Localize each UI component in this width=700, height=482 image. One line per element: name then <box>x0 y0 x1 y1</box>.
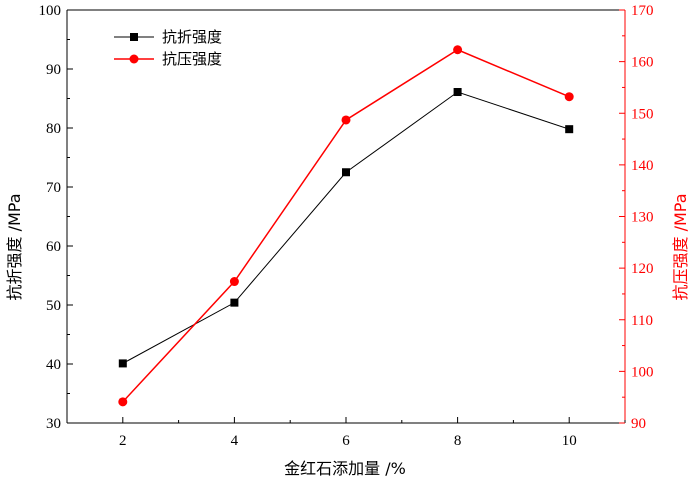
y-left-tick-label: 60 <box>46 239 61 255</box>
y-left-tick-label: 50 <box>46 298 61 314</box>
y-right-tick-label: 160 <box>631 55 654 71</box>
data-point-square <box>565 125 574 134</box>
data-point-square <box>230 298 239 307</box>
y-right-tick-label: 90 <box>631 416 646 432</box>
y-right-tick-label: 170 <box>631 3 654 19</box>
data-point-square <box>453 88 462 97</box>
y-left-tick-label: 30 <box>46 416 61 432</box>
y-axis-title-right: 抗压强度 /MPa <box>671 193 690 300</box>
legend-label: 抗折强度 <box>162 28 222 46</box>
y-right-tick-label: 130 <box>631 210 654 226</box>
x-tick-label: 8 <box>454 433 462 449</box>
y-axis-title-left: 抗折强度 /MPa <box>5 193 24 300</box>
data-point-circle <box>229 277 239 287</box>
y-left-tick-label: 100 <box>39 3 62 19</box>
data-point-square <box>342 168 350 177</box>
data-point-circle <box>453 45 463 55</box>
legend-label: 抗压强度 <box>162 50 222 68</box>
x-tick-label: 4 <box>231 433 239 449</box>
series-line <box>122 91 570 364</box>
y-left-tick-label: 80 <box>46 121 61 137</box>
y-right-tick-label: 120 <box>631 261 654 277</box>
y-left-tick-label: 90 <box>46 62 61 78</box>
series-line <box>122 48 570 403</box>
y-left-tick-label: 70 <box>46 180 61 196</box>
data-point-circle <box>118 397 128 407</box>
y-right-tick-label: 110 <box>631 313 653 329</box>
y-left-tick-label: 40 <box>46 357 61 373</box>
x-axis-title: 金红石添加量 /% <box>284 459 406 478</box>
y-right-tick-label: 150 <box>631 106 654 122</box>
x-tick-label: 10 <box>562 433 577 449</box>
legend-marker-circle <box>129 54 139 64</box>
data-point-circle <box>564 92 574 102</box>
x-tick-label: 2 <box>119 433 127 449</box>
data-point-circle <box>341 115 351 125</box>
y-right-tick-label: 140 <box>631 158 654 174</box>
legend-marker-square <box>130 33 138 41</box>
data-point-square <box>118 359 127 368</box>
y-right-tick-label: 100 <box>631 364 654 380</box>
x-tick-label: 6 <box>342 433 350 449</box>
